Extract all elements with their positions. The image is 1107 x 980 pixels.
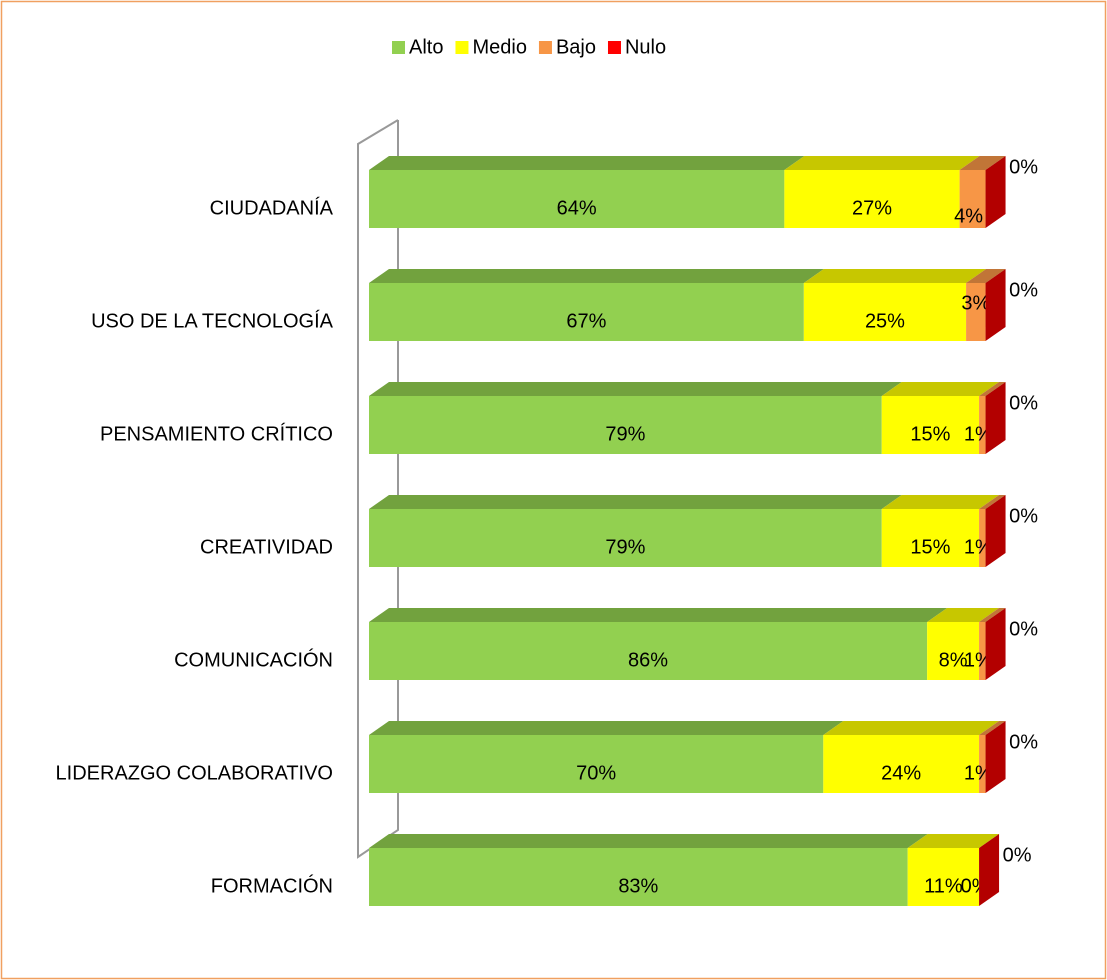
data-label: 86% [628,649,668,671]
data-label: 79% [605,536,645,558]
data-label: 4% [954,205,983,227]
bar-top [784,156,980,170]
data-label: 15% [910,536,950,558]
bar-top [369,382,902,396]
bar-top [369,269,824,283]
bar [369,735,824,793]
bar-side [985,156,1006,228]
y-tick-label: COMUNICACIÓN [174,648,333,671]
bar-top [959,156,1006,170]
bar-top [927,608,1000,622]
bar [907,848,980,906]
data-label: 83% [618,875,658,897]
bar-top [966,269,1006,283]
bar [803,283,967,341]
data-label: 70% [576,762,616,784]
y-tick-label: PENSAMIENTO CRÍTICO [100,422,333,445]
legend-label: Bajo [556,36,596,58]
bar-top [803,269,987,283]
bar-side [979,834,1000,906]
bar-top [881,382,1000,396]
data-label: 25% [865,310,905,332]
bar-side [985,382,1006,454]
bar [881,509,980,567]
bar-top [369,495,902,509]
data-label: 15% [910,423,950,445]
back-wall [357,119,399,859]
bar-side [985,269,1006,341]
data-label: 8% [939,649,968,671]
legend-swatch [455,41,469,54]
bar-top [979,608,1006,622]
data-label: 67% [566,310,606,332]
data-label: 0% [1003,844,1032,866]
bar-side [985,495,1006,567]
bar-top [369,721,844,735]
bar [959,170,986,228]
legend-label: Alto [409,36,443,58]
bar-top [369,608,948,622]
y-tick-label: CIUDADANÍA [210,196,334,219]
y-tick-label: FORMACIÓN [211,874,333,897]
data-label: 0% [1009,505,1038,527]
bar-top [823,721,1000,735]
legend-swatch [607,41,621,54]
data-label: 0% [1009,156,1038,178]
bar-top [881,495,1000,509]
data-label: 0% [1009,392,1038,414]
bar [369,848,908,906]
bar [881,396,980,454]
legend-label: Nulo [625,36,666,58]
bar [369,283,804,341]
bar [979,735,986,793]
bar [369,396,882,454]
bar [369,622,928,680]
y-tick-label: USO DE LA TECNOLOGÍA [91,309,334,332]
bar-top [369,156,805,170]
data-label: 27% [852,197,892,219]
data-label: 0% [1009,618,1038,640]
bar [966,283,986,341]
bar [979,509,986,567]
legend-swatch [538,41,552,54]
bar [823,735,980,793]
bar-side [985,608,1006,680]
bar [369,509,882,567]
bar-top [979,721,1006,735]
data-label: 3% [961,292,990,314]
bar [784,170,960,228]
data-label: 0% [1009,731,1038,753]
bar [927,622,980,680]
bar [369,170,785,228]
data-label: 79% [605,423,645,445]
data-label: 64% [557,197,597,219]
bar-side [985,721,1006,793]
bar-top [979,495,1006,509]
bar [979,396,986,454]
bar-top [907,834,1000,848]
legend-label: Medio [472,36,526,58]
legend-swatch [392,41,405,54]
data-label: 0% [1009,279,1038,301]
data-label: 11% [924,875,963,897]
bar-top [979,382,1006,396]
y-tick-label: LIDERAZGO COLABORATIVO [56,762,333,784]
data-label: 24% [881,762,921,784]
bar-top [369,834,928,848]
y-tick-label: CREATIVIDAD [200,536,333,558]
bar [979,622,986,680]
